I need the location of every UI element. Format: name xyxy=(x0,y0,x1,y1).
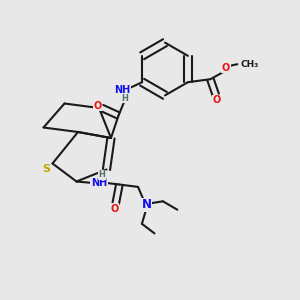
Text: S: S xyxy=(42,164,50,175)
Text: N: N xyxy=(141,198,152,212)
Text: NH: NH xyxy=(91,178,107,188)
Text: H: H xyxy=(99,170,105,179)
Text: O: O xyxy=(93,100,102,111)
Text: O: O xyxy=(110,203,119,214)
Text: CH₃: CH₃ xyxy=(240,60,259,69)
Text: H: H xyxy=(121,94,128,103)
Text: O: O xyxy=(212,95,221,105)
Text: NH: NH xyxy=(115,85,131,95)
Text: O: O xyxy=(222,63,230,73)
